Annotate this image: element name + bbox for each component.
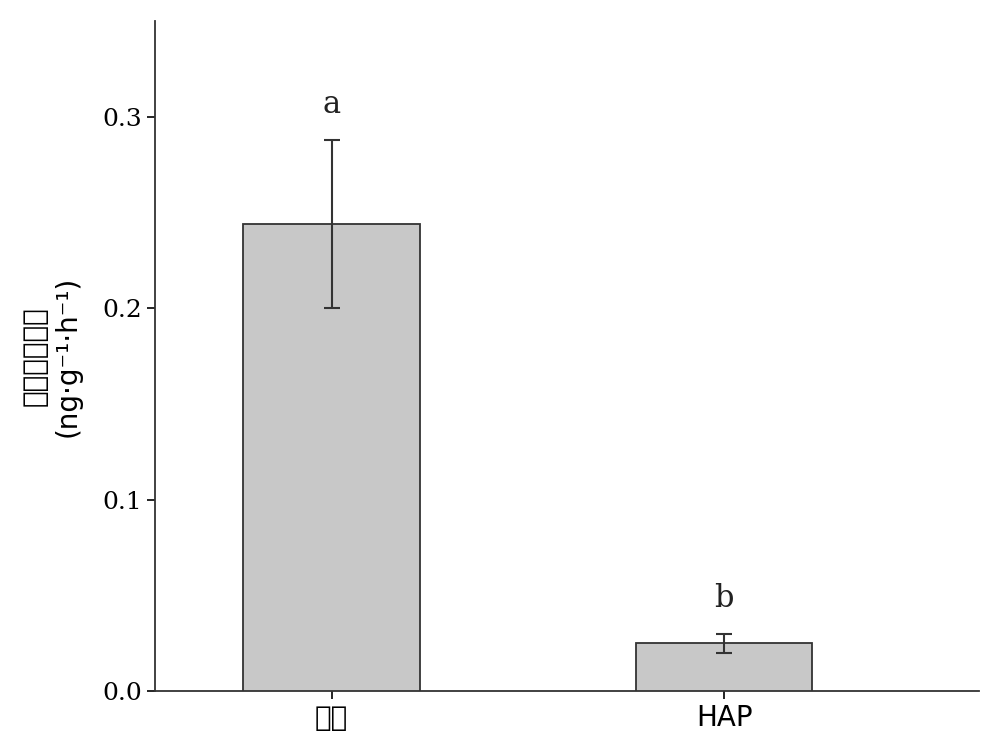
Text: b: b <box>714 584 734 614</box>
Text: a: a <box>323 90 341 120</box>
Bar <box>636 643 812 691</box>
Bar <box>243 224 420 691</box>
Y-axis label: 氧化亚氮速率
(ng·g⁻¹·h⁻¹): 氧化亚氮速率 (ng·g⁻¹·h⁻¹) <box>21 276 81 437</box>
